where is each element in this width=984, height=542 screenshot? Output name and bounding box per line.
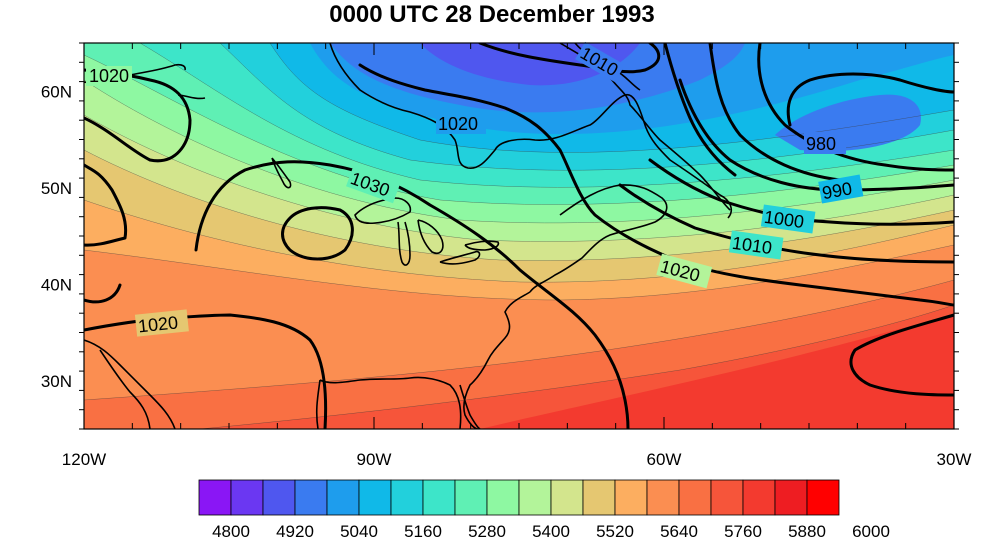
height-contour-lines xyxy=(84,43,954,429)
colorbar-swatch xyxy=(230,479,264,516)
pressure-label-bg xyxy=(134,309,189,337)
colorbar-label: 4800 xyxy=(212,522,250,541)
colorbar-label: 4920 xyxy=(276,522,314,541)
lake-superior xyxy=(354,197,412,225)
coastline-east-us xyxy=(463,291,531,429)
pressure-label-bg xyxy=(86,66,132,86)
colorbar-swatch xyxy=(710,479,744,516)
lat-tick-label: 60N xyxy=(41,82,72,101)
colorbar-swatch xyxy=(454,479,488,516)
lon-tick-label: 90W xyxy=(357,450,392,469)
colorbar: 4800 4920 5040 5160 5280 5400 5520 5640 5760 5880… xyxy=(198,479,890,541)
colorbar-swatch xyxy=(646,479,680,516)
colorbar-swatch xyxy=(262,479,296,516)
coastline-mexico-gulf xyxy=(315,379,321,429)
colorbar-swatch xyxy=(678,479,712,516)
isobar-1020-northeast xyxy=(358,63,954,307)
pressure-labels: 1020 1010 1020 1030 980 990 1000 1010 10… xyxy=(86,41,864,337)
colorbar-label: 5760 xyxy=(724,522,762,541)
colorbar-label: 5040 xyxy=(340,522,378,541)
latitude-axis: 30N 40N 50N 60N xyxy=(41,42,959,430)
lon-tick-label: 30W xyxy=(937,450,972,469)
colorbar-swatch xyxy=(358,479,392,516)
isobar-outer-east-2 xyxy=(708,43,842,182)
colorbar-swatch xyxy=(742,479,776,516)
coastline-baja xyxy=(99,349,151,429)
longitude-axis: 120W 90W 60W 30W xyxy=(62,43,972,469)
colorbar-label: 5880 xyxy=(788,522,826,541)
pressure-label-bg xyxy=(760,204,816,234)
map-title: 0000 UTC 28 December 1993 xyxy=(329,1,655,28)
colorbar-label: 5520 xyxy=(596,522,634,541)
lake-huron xyxy=(417,219,444,255)
isobar-1030-ring xyxy=(281,206,354,261)
colorbar-label: 5400 xyxy=(532,522,570,541)
coastline-gulf xyxy=(319,376,462,429)
pressure-label-1020-nw: 1020 xyxy=(89,66,129,86)
isobar-990 xyxy=(678,78,954,192)
isobar-atlantic-high xyxy=(849,313,954,397)
pressure-label-1020-north: 1020 xyxy=(438,114,478,134)
lake-winnipeg xyxy=(271,157,292,189)
colorbar-swatch xyxy=(294,479,328,516)
isobar-outer-east-3 xyxy=(663,43,737,177)
lat-tick-label: 30N xyxy=(41,372,72,391)
lake-michigan xyxy=(397,221,411,266)
height-band-16 xyxy=(480,315,954,429)
pressure-label-1020-south: 1020 xyxy=(137,312,179,336)
colorbar-swatch xyxy=(582,479,616,516)
pressure-label-bg xyxy=(346,165,401,204)
lat-tick-label: 40N xyxy=(41,275,72,294)
pressure-label-bg xyxy=(436,112,486,134)
colorbar-label: 5640 xyxy=(660,522,698,541)
isobar-980 xyxy=(786,72,954,127)
colorbar-swatch xyxy=(422,479,456,516)
isobar-1020-west-inner xyxy=(84,163,128,247)
pressure-label-bg xyxy=(804,132,846,154)
coastline-hudson-bay xyxy=(329,43,732,219)
lon-tick-label: 60W xyxy=(647,450,682,469)
colorbar-swatch xyxy=(486,479,520,516)
colorbar-swatch xyxy=(518,479,552,516)
pressure-label-980: 980 xyxy=(806,134,836,154)
pressure-label-bg xyxy=(575,41,625,83)
isobar-baja xyxy=(84,283,122,304)
isobar-1020-northwest xyxy=(84,68,192,163)
height-fill-layer xyxy=(84,43,954,429)
colorbar-label: 5160 xyxy=(404,522,442,541)
colorbar-label: 6000 xyxy=(852,522,890,541)
coastline-florida xyxy=(459,384,481,429)
lake-erie xyxy=(439,250,481,265)
colorbar-swatch xyxy=(774,479,808,516)
lon-tick-label: 120W xyxy=(62,450,106,469)
pressure-label-bg xyxy=(818,174,864,204)
colorbar-swatch xyxy=(806,479,840,516)
pressure-label-bg xyxy=(728,230,784,260)
colorbar-swatch xyxy=(614,479,648,516)
colorbar-swatch xyxy=(198,479,232,516)
colorbar-swatch xyxy=(550,479,584,516)
pressure-label-bg xyxy=(656,253,713,289)
colorbar-label: 5280 xyxy=(468,522,506,541)
isobar-1020-central xyxy=(194,160,630,429)
coastline-mexico-west xyxy=(84,339,176,429)
lat-tick-label: 50N xyxy=(41,179,72,198)
colorbar-swatch xyxy=(326,479,360,516)
colorbar-swatch xyxy=(390,479,424,516)
